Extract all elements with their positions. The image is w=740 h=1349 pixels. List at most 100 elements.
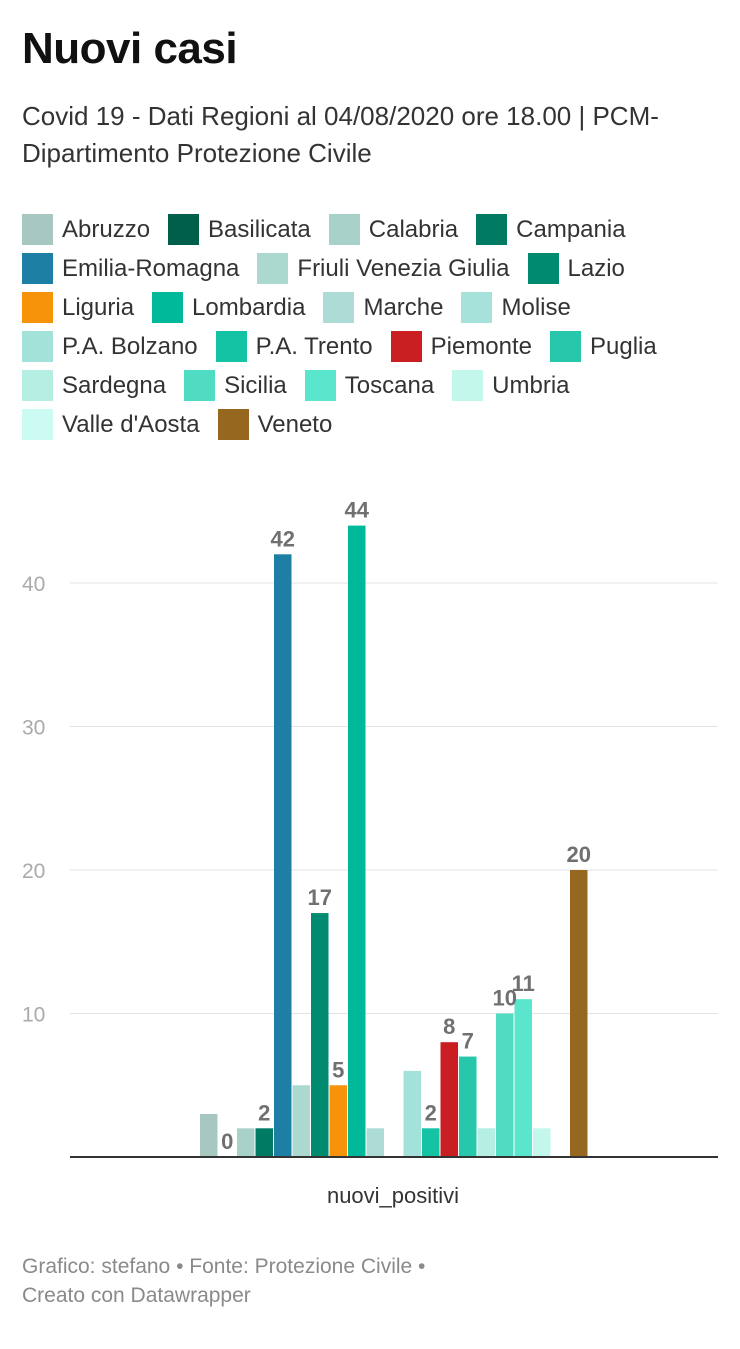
legend-swatch xyxy=(461,292,493,323)
value-label: 2 xyxy=(258,1100,270,1125)
bar-veneto xyxy=(570,870,588,1157)
legend-swatch xyxy=(304,370,336,401)
legend-swatch xyxy=(527,253,559,284)
y-tick-label: 10 xyxy=(22,1004,45,1027)
legend-item-marche: Marche xyxy=(323,292,443,323)
value-label: 17 xyxy=(308,885,332,910)
legend-item-lazio: Lazio xyxy=(527,253,625,284)
chart-title: Nuovi casi xyxy=(22,24,238,73)
y-tick-label: 20 xyxy=(22,860,45,883)
bar-piemonte xyxy=(440,1042,458,1157)
legend-item-molise: Molise xyxy=(461,292,571,323)
legend-label: Molise xyxy=(501,293,571,321)
legend-item-piemonte: Piemonte xyxy=(390,331,533,362)
legend-swatch xyxy=(323,292,355,323)
legend-swatch xyxy=(217,409,249,440)
legend-label: Emilia-Romagna xyxy=(62,254,240,282)
legend-item-sardegna: Sardegna xyxy=(22,370,166,401)
bar-abruzzo xyxy=(200,1113,218,1157)
legend-label: P.A. Bolzano xyxy=(62,332,198,360)
legend-swatch xyxy=(152,292,184,323)
legend-label: Marche xyxy=(363,293,444,321)
legend-swatch xyxy=(257,253,289,284)
bar-umbria xyxy=(533,1128,551,1157)
bar-sicilia xyxy=(496,1013,514,1157)
legend-swatch xyxy=(22,292,53,323)
legend-swatch xyxy=(168,214,200,245)
value-label: 7 xyxy=(462,1029,474,1054)
bar-liguria xyxy=(329,1085,347,1157)
legend-swatch xyxy=(22,331,53,362)
legend-label: Lombardia xyxy=(192,293,306,321)
legend-item-veneto: Veneto xyxy=(217,409,332,440)
value-label: 8 xyxy=(443,1014,455,1039)
legend-label: Campania xyxy=(516,215,626,243)
chart-subtitle: Covid 19 - Dati Regioni al 04/08/2020 or… xyxy=(22,101,659,168)
bar-toscana xyxy=(514,999,532,1157)
bar-p-a-trento xyxy=(422,1128,440,1157)
footer-tool: Creato con Datawrapper xyxy=(22,1284,251,1307)
bar-lazio xyxy=(311,913,329,1157)
legend-item-umbria: Umbria xyxy=(452,370,570,401)
value-label: 11 xyxy=(512,971,535,996)
legend-label: Basilicata xyxy=(208,215,311,243)
legend-swatch xyxy=(476,214,508,245)
legend-item-valle-d-aosta: Valle d'Aosta xyxy=(22,409,200,440)
legend-label: Abruzzo xyxy=(62,215,151,243)
legend-swatch xyxy=(22,409,53,440)
legend-swatch xyxy=(390,331,422,362)
legend-label: Umbria xyxy=(492,371,570,399)
legend-label: Sicilia xyxy=(224,371,287,399)
legend-label: P.A. Trento xyxy=(255,332,373,360)
legend-item-liguria: Liguria xyxy=(22,292,134,323)
footer-credit: Grafico: stefano • Fonte: Protezione Civ… xyxy=(22,1255,426,1278)
bar-emilia-romagna xyxy=(274,554,292,1157)
legend-label: Piemonte xyxy=(430,332,533,360)
value-label: 20 xyxy=(567,842,591,867)
legend-label: Friuli Venezia Giulia xyxy=(297,254,510,282)
legend-swatch xyxy=(215,331,247,362)
bar-campania xyxy=(255,1128,273,1157)
legend-item-calabria: Calabria xyxy=(328,214,459,245)
legend-swatch xyxy=(452,370,484,401)
legend-swatch xyxy=(184,370,216,401)
legend-item-campania: Campania xyxy=(476,214,626,245)
y-tick-label: 30 xyxy=(22,717,45,740)
x-category-label: nuovi_positivi xyxy=(327,1183,459,1208)
value-label: 42 xyxy=(271,526,295,551)
value-label: 10 xyxy=(493,986,517,1011)
y-tick-label: 40 xyxy=(22,573,45,596)
value-label: 2 xyxy=(425,1100,437,1125)
legend-item-friuli-venezia-giulia: Friuli Venezia Giulia xyxy=(257,253,510,284)
legend-swatch xyxy=(22,253,53,284)
legend-item-basilicata: Basilicata xyxy=(168,214,311,245)
legend-swatch xyxy=(550,331,582,362)
value-label: 44 xyxy=(345,498,370,523)
bar-puglia xyxy=(459,1056,477,1157)
bar-p-a-bolzano xyxy=(403,1070,421,1157)
legend-label: Liguria xyxy=(62,293,135,321)
legend-item-sicilia: Sicilia xyxy=(184,370,287,401)
legend-label: Puglia xyxy=(590,332,657,360)
legend-item-p-a-trento: P.A. Trento xyxy=(215,331,373,362)
bar-friuli-venezia-giulia xyxy=(292,1085,310,1157)
legend-swatch xyxy=(22,370,53,401)
legend: Abruzzo Basilicata Calabria Campania Emilia-… xyxy=(22,214,727,440)
bar-calabria xyxy=(237,1128,255,1157)
legend-label: Calabria xyxy=(368,215,459,243)
legend-item-emilia-romagna: Emilia-Romagna xyxy=(22,253,239,284)
value-label: 0 xyxy=(221,1129,233,1154)
legend-swatch xyxy=(22,214,53,245)
legend-swatch xyxy=(328,214,360,245)
bar-sardegna xyxy=(477,1128,495,1157)
legend-item-puglia: Puglia xyxy=(550,331,657,362)
legend-label: Toscana xyxy=(344,371,435,399)
legend-item-abruzzo: Abruzzo xyxy=(22,214,150,245)
legend-item-p-a-bolzano: P.A. Bolzano xyxy=(22,331,198,362)
bar-lombardia xyxy=(348,525,366,1157)
legend-label: Valle d'Aosta xyxy=(62,410,200,438)
legend-label: Lazio xyxy=(567,254,625,282)
bar-marche xyxy=(366,1128,384,1157)
value-label: 5 xyxy=(332,1057,344,1082)
